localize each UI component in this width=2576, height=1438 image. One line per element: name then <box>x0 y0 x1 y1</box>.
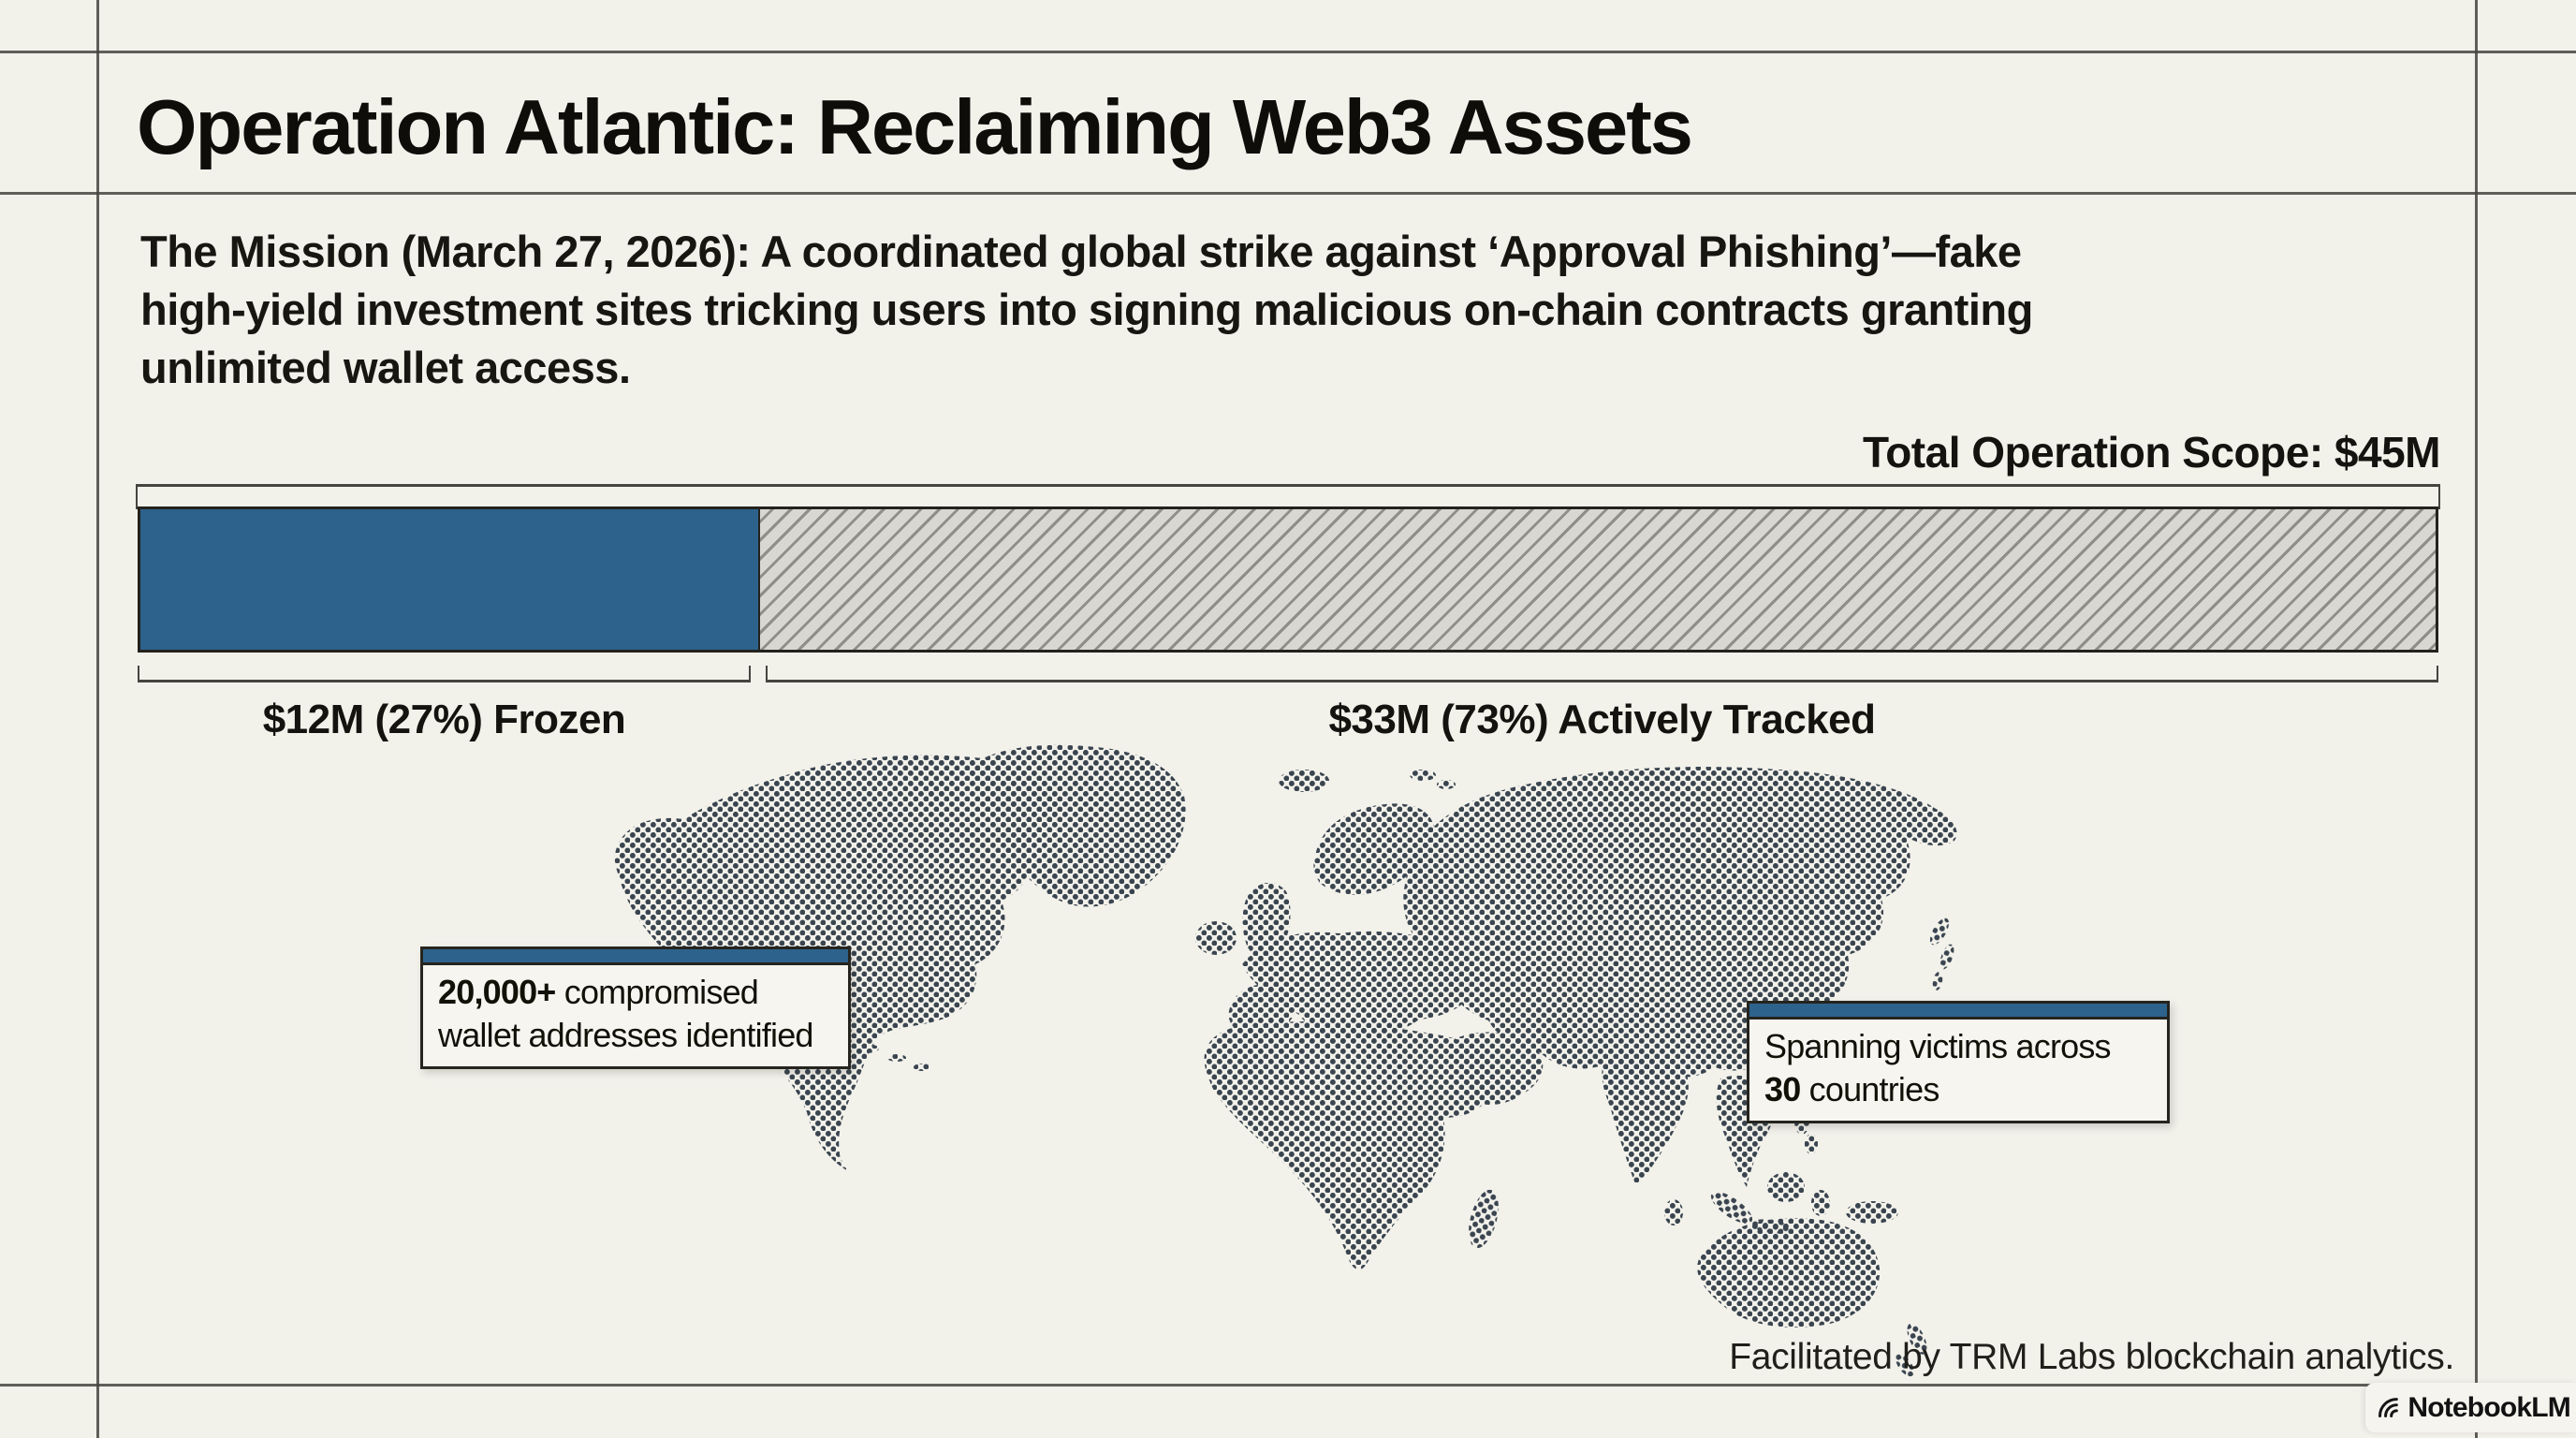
mission-line-3: unlimited wallet access. <box>140 343 631 392</box>
countries-count: 30 <box>1764 1070 1801 1108</box>
callout-countries-text: Spanning victims across 30 countries <box>1764 1027 2112 1108</box>
map-asia <box>1403 766 1957 1078</box>
map-japan <box>1929 917 1950 946</box>
map-japan <box>1939 944 1954 970</box>
map-europe <box>1242 931 1477 1048</box>
map-japan <box>1932 972 1943 990</box>
map-svalbard <box>1437 780 1456 789</box>
notebooklm-wordmark: NotebookLM <box>2408 1391 2570 1423</box>
frame-rule-under-title <box>0 192 2576 195</box>
world-map <box>614 744 1957 1377</box>
wallets-count: 20,000+ <box>438 973 556 1011</box>
frame-rule-left <box>96 0 99 1438</box>
map-philippines <box>1805 1134 1818 1154</box>
tracked-bracket <box>766 666 2438 682</box>
map-madagascar <box>1469 1189 1499 1249</box>
map-sri-lanka <box>1664 1199 1683 1225</box>
callout-wallets: 20,000+ compromised wallet addresses ide… <box>420 946 851 1069</box>
notebooklm-badge[interactable]: NotebookLM <box>2365 1383 2576 1432</box>
map-arctic-islands <box>917 828 936 839</box>
map-africa <box>1204 1021 1496 1270</box>
map-caribbean <box>914 1064 930 1071</box>
map-sumatra <box>1710 1191 1753 1225</box>
map-svalbard <box>1410 770 1436 781</box>
map-scandinavia <box>1313 803 1435 895</box>
map-ireland <box>1195 921 1237 955</box>
map-sulawesi <box>1811 1190 1830 1216</box>
callout-countries-header-bar <box>1749 1004 2167 1020</box>
mission-text: The Mission (March 27, 2026): A coordina… <box>140 223 2033 397</box>
callout-countries: Spanning victims across 30 countries <box>1747 1001 2170 1123</box>
credit-text: Facilitated by TRM Labs blockchain analy… <box>1729 1337 2454 1377</box>
total-scope-bracket <box>136 484 2440 509</box>
map-caribbean <box>853 1044 879 1053</box>
frame-rule-right <box>2475 0 2478 1438</box>
map-caribbean <box>887 1054 906 1062</box>
total-scope-label: Total Operation Scope: $45M <box>1863 428 2440 477</box>
map-new-zealand <box>1907 1323 1927 1355</box>
map-borneo <box>1767 1172 1805 1202</box>
map-arctic-islands <box>921 784 951 799</box>
map-australia <box>1697 1218 1881 1328</box>
bar-frozen-segment <box>140 509 761 650</box>
map-iceland <box>1279 770 1329 792</box>
page-title: Operation Atlantic: Reclaiming Web3 Asse… <box>137 83 1693 170</box>
tracked-label: $33M (73%) Actively Tracked <box>1328 697 1876 742</box>
map-new-guinea <box>1846 1201 1898 1224</box>
notebooklm-logo-icon <box>2378 1397 2399 1417</box>
map-india <box>1602 1051 1689 1187</box>
frozen-label: $12M (27%) Frozen <box>262 697 626 742</box>
frame-rule-bottom <box>0 1384 2576 1387</box>
map-britain <box>1242 882 1291 959</box>
progress-bar <box>138 506 2438 653</box>
frame-rule-top <box>0 51 2576 53</box>
map-new-zealand <box>1895 1353 1914 1377</box>
callout-wallets-header-bar <box>423 949 848 965</box>
map-greenland <box>969 744 1186 907</box>
map-arctic-islands <box>958 822 980 835</box>
mission-line-2: high-yield investment sites tricking use… <box>140 285 2033 334</box>
mission-line-1: The Mission (March 27, 2026): A coordina… <box>140 227 2022 276</box>
frozen-bracket <box>138 666 751 682</box>
map-arabia <box>1457 1032 1544 1106</box>
callout-wallets-text: 20,000+ compromised wallet addresses ide… <box>438 973 813 1054</box>
